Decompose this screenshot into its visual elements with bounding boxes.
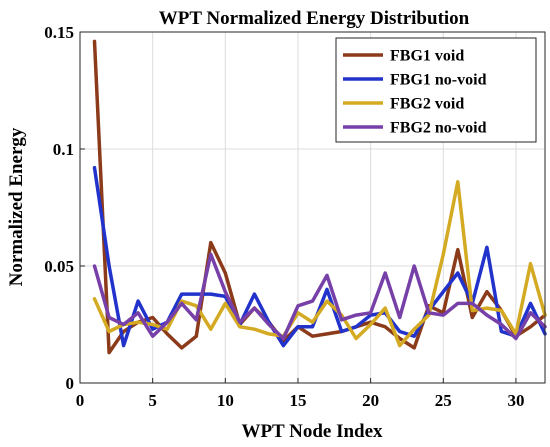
x-axis: 0 5 10 15 20 25 30 — [76, 378, 524, 410]
x-tick-label: 10 — [217, 391, 234, 410]
series-line-4 — [92, 252, 547, 341]
x-tick-label: 20 — [362, 391, 379, 410]
series-group — [92, 39, 547, 355]
legend-label: FBG2 no-void — [390, 120, 487, 137]
legend-item: FBG2 void — [343, 96, 464, 113]
y-tick-label: 0 — [66, 374, 75, 393]
legend: FBG1 void FBG1 no-void FBG2 void FBG2 no-vo… — [335, 37, 537, 143]
chart-title: WPT Normalized Energy Distribution — [159, 8, 470, 29]
y-tick-label: 0.15 — [44, 23, 74, 42]
plot-frame — [79, 31, 546, 384]
y-axis-label: Normalized Energy — [6, 127, 27, 286]
legend-item: FBG1 void — [343, 48, 464, 65]
x-tick-label: 25 — [435, 391, 452, 410]
y-tick-label: 0.1 — [53, 140, 74, 159]
x-axis-label: WPT Node Index — [241, 421, 383, 442]
legend-label: FBG2 void — [390, 96, 464, 113]
x-tick-label: 5 — [148, 391, 157, 410]
y-tick-label: 0.05 — [44, 257, 74, 276]
series-line-3 — [92, 180, 547, 348]
y-axis: 0 0.05 0.1 0.15 — [44, 23, 85, 393]
x-tick-label: 0 — [76, 391, 85, 410]
x-tick-label: 15 — [289, 391, 306, 410]
legend-label: FBG1 no-void — [390, 72, 487, 89]
series-line-1 — [92, 39, 547, 355]
legend-item: FBG1 no-void — [343, 72, 487, 89]
legend-label: FBG1 void — [390, 48, 464, 65]
x-tick-label: 30 — [507, 391, 524, 410]
legend-item: FBG2 no-void — [343, 120, 487, 137]
